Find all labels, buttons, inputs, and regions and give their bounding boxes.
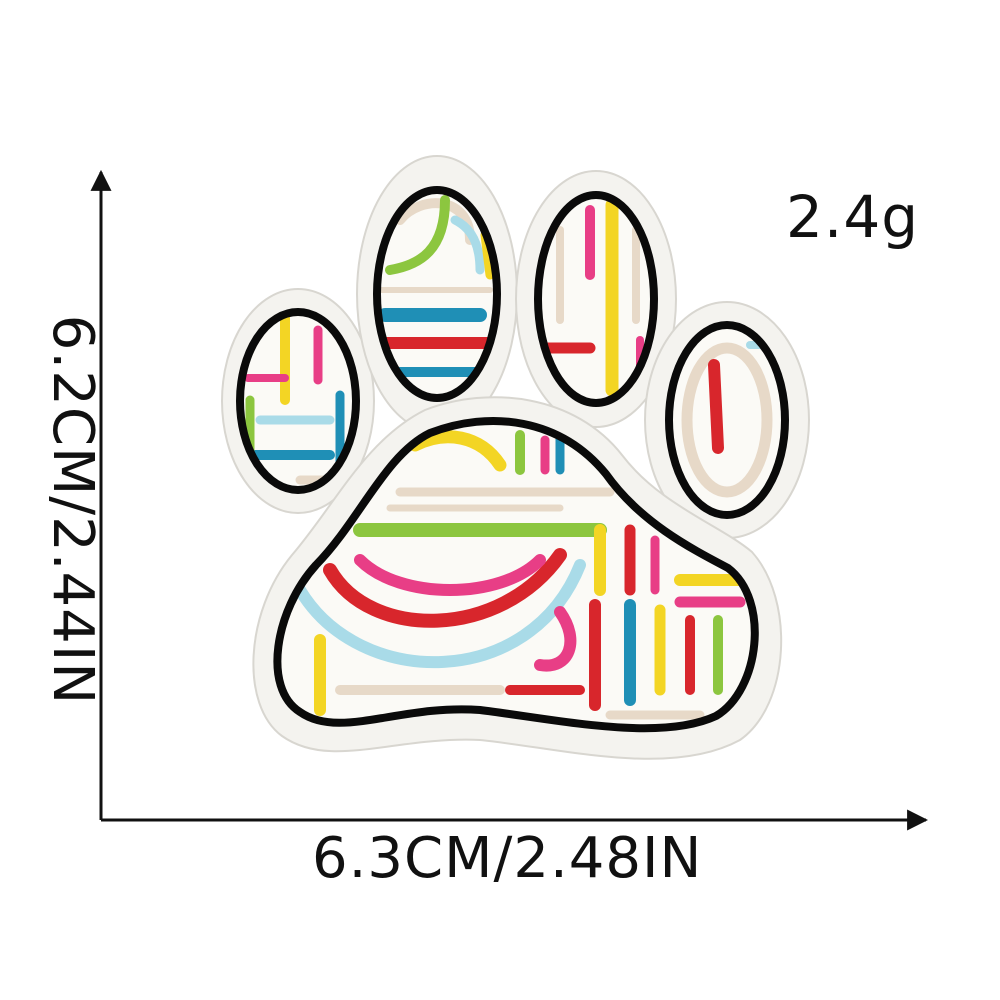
width-dimension-label: 6.3CM/2.48IN <box>312 826 703 891</box>
height-dimension-label: 6.2CM/2.44IN <box>40 314 105 706</box>
paw-patch <box>221 155 810 760</box>
toe-pad-right <box>665 321 789 519</box>
toe-pad-inner-left <box>373 186 501 402</box>
toe-pad-inner-right <box>534 191 658 407</box>
toe-pad-left <box>236 308 360 494</box>
weight-label: 2.4g <box>786 183 920 251</box>
main-pad <box>273 416 759 733</box>
